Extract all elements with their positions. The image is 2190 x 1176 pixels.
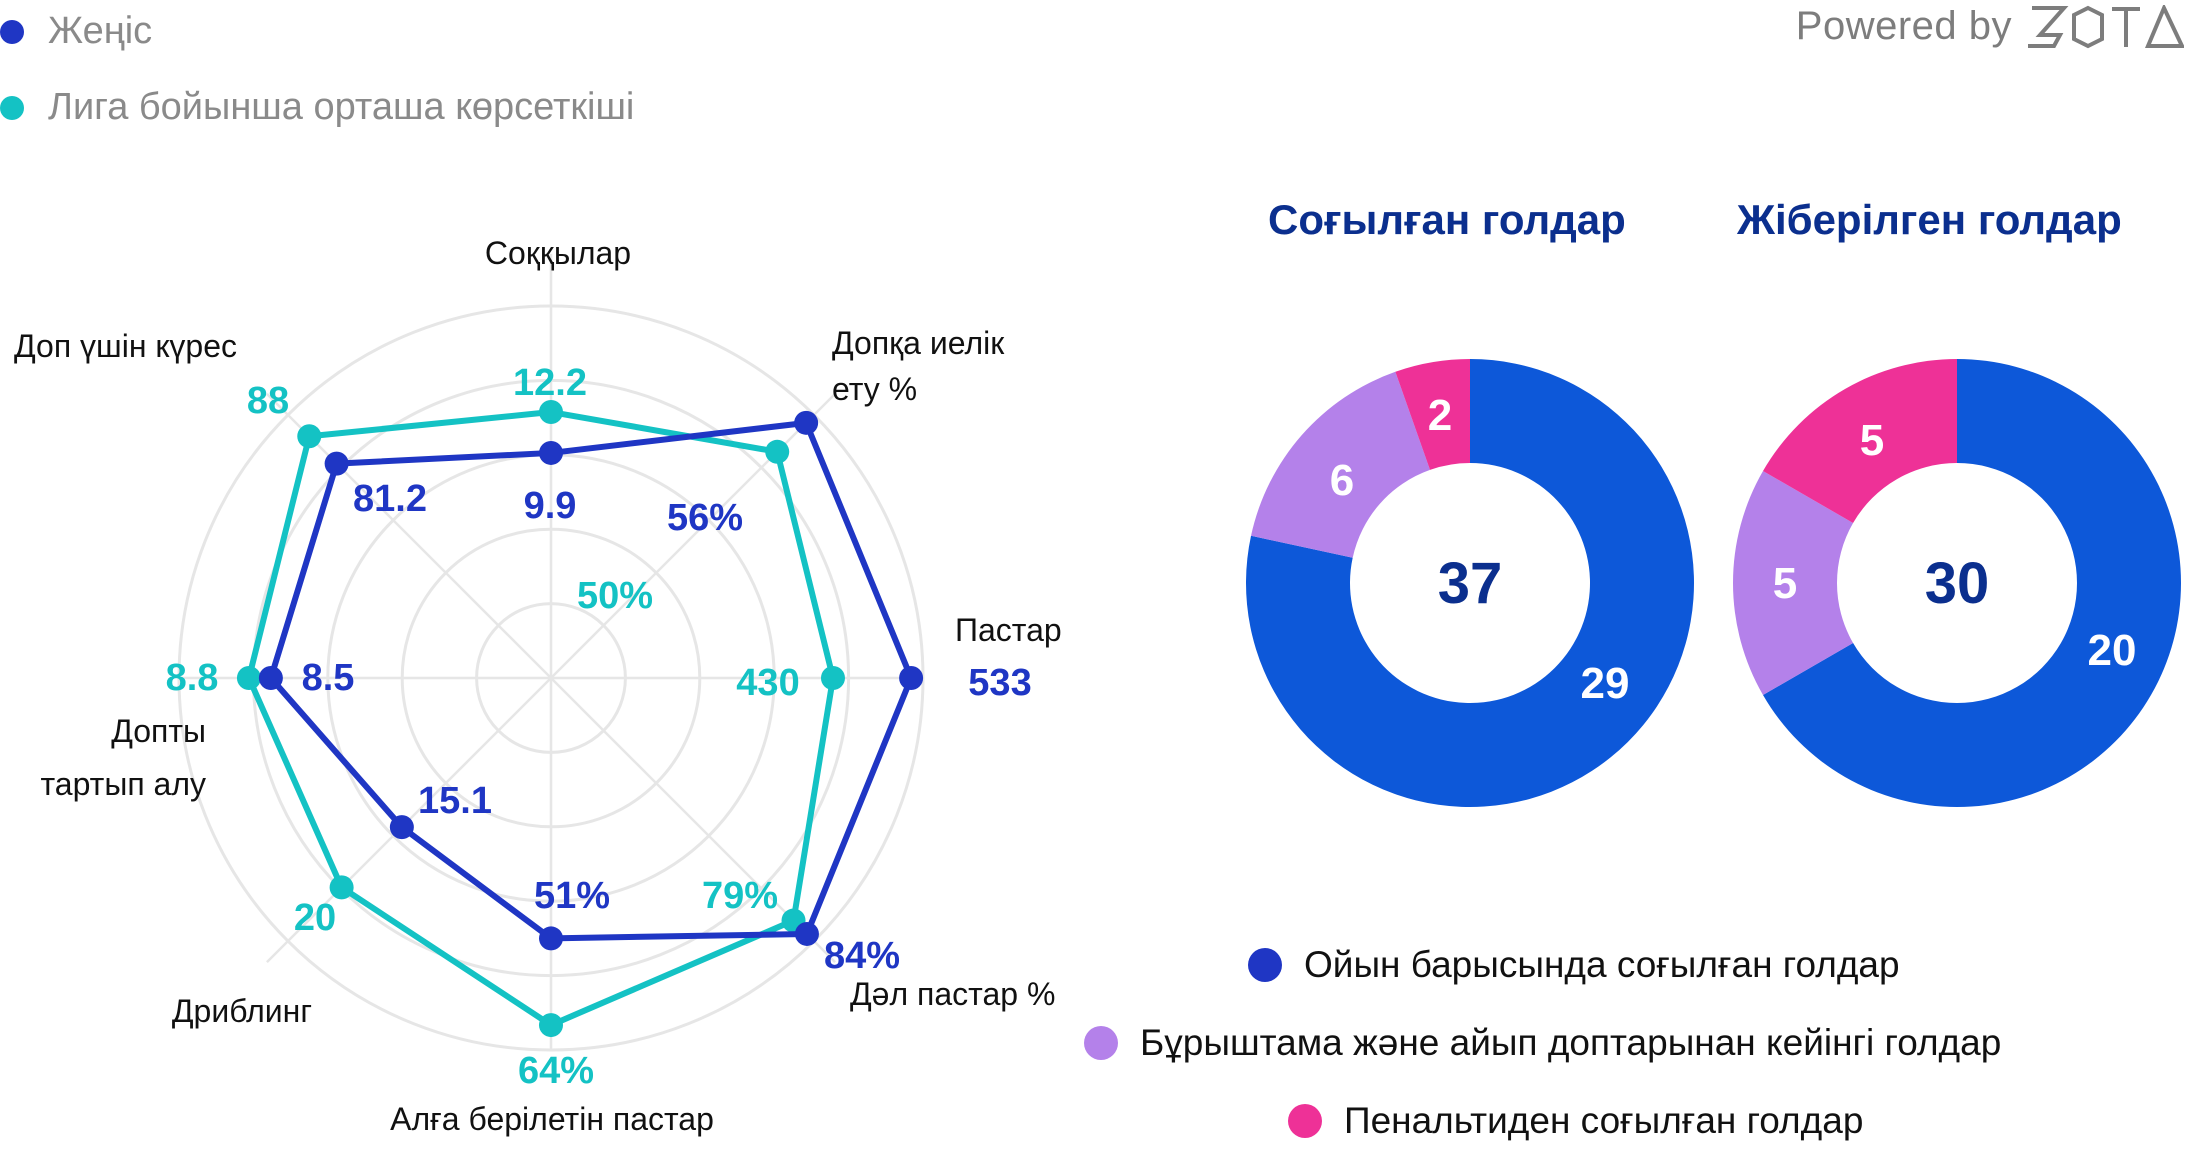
radar-value-label: 64% — [518, 1050, 594, 1092]
radar-value-label: 81.2 — [353, 478, 427, 520]
radar-axis-label: Дәл пастар % — [850, 976, 1055, 1012]
scored-goals-donut: 29 6 2 37 — [1246, 359, 1694, 807]
legend-item-set-pieces[interactable]: Бұрыштама және айып доптарынан кейінгі г… — [1084, 1022, 2001, 1064]
donut-segment[interactable] — [1733, 471, 1854, 695]
donut-segment-label: 6 — [1330, 456, 1354, 505]
radar-value-label: 430 — [736, 662, 799, 704]
radar-value-label: 533 — [968, 662, 1031, 704]
radar-labels: 9.9 56% 533 84% 51% 15.1 8.5 81.2 12.2 50% 430 79% 6… — [14, 235, 1062, 1137]
radar-point[interactable] — [899, 666, 924, 690]
radar-point[interactable] — [794, 921, 819, 946]
radar-axis-line — [550, 393, 836, 679]
legend-dot-icon — [1288, 1104, 1322, 1138]
radar-value-label: 8.5 — [302, 657, 355, 699]
radar-value-label: 8.8 — [166, 657, 219, 699]
legend-item-league[interactable]: Лига бойынша орташа көрсеткіші — [0, 86, 634, 129]
radar-value-label: 84% — [824, 935, 900, 977]
legend-label: Жеңіс — [48, 10, 153, 52]
radar-axis-label: тартып алу — [40, 766, 206, 802]
donut-segment[interactable] — [1763, 359, 2181, 807]
radar-value-label: 9.9 — [524, 485, 577, 527]
scored-goals-title: Соғылған голдар — [1268, 196, 1626, 243]
radar-value-label: 56% — [667, 497, 743, 539]
legend-dot-icon — [1248, 948, 1282, 982]
legend-dot-icon — [0, 19, 24, 44]
conceded-goals-title: Жіберілген голдар — [1737, 196, 2122, 243]
radar-series — [236, 400, 924, 1038]
radar-point[interactable] — [820, 666, 845, 690]
radar-axis-label: Дриблинг — [172, 993, 312, 1029]
radar-axis-label: Доп үшін күрес — [14, 328, 237, 364]
radar-value-label: 15.1 — [418, 780, 492, 822]
radar-point[interactable] — [539, 926, 563, 951]
radar-axis-label: ету % — [832, 371, 917, 407]
donut-segment-label: 20 — [2088, 626, 2137, 675]
conceded-goals-donut: 20 5 5 30 — [1733, 359, 2181, 807]
radar-value-label: 20 — [294, 897, 336, 939]
radar-value-label: 79% — [702, 875, 778, 917]
legend-label: Лига бойынша орташа көрсеткіші — [48, 86, 635, 128]
legend-dot-icon — [1084, 1026, 1118, 1060]
powered-by: Powered by — [1796, 4, 2184, 49]
radar-point[interactable] — [297, 424, 322, 449]
donut-total: 30 — [1925, 551, 1990, 616]
legend-label: Ойын барысында соғылған голдар — [1304, 944, 1900, 985]
radar-axis-label: Допты — [111, 713, 206, 749]
legend-item-team[interactable]: Жеңіс — [0, 10, 152, 53]
donut-segment[interactable] — [1395, 359, 1470, 470]
donut-segment[interactable] — [1763, 359, 1957, 523]
donut-segment[interactable] — [1251, 371, 1431, 558]
radar-point[interactable] — [258, 666, 283, 690]
radar-point[interactable] — [329, 875, 354, 900]
radar-chart: 9.9 56% 533 84% 51% 15.1 8.5 81.2 12.2 50% 430 79% 6… — [14, 235, 1062, 1137]
legend-label: Пенальтиден соғылған голдар — [1344, 1100, 1864, 1141]
radar-point[interactable] — [539, 440, 563, 465]
radar-grid — [177, 253, 925, 1052]
radar-value-label: 88 — [247, 380, 289, 422]
donut-segment-label: 5 — [1773, 559, 1797, 608]
radar-point[interactable] — [794, 410, 819, 435]
radar-point[interactable] — [765, 439, 790, 464]
radar-axis-label: Соққылар — [485, 235, 631, 271]
powered-by-text: Powered by — [1795, 4, 2012, 48]
radar-point[interactable] — [539, 400, 563, 425]
radar-value-label: 51% — [534, 875, 610, 917]
donut-segment-label: 2 — [1428, 391, 1452, 440]
radar-point[interactable] — [236, 666, 261, 690]
sota-logo-icon — [2028, 4, 2184, 48]
radar-point[interactable] — [539, 1013, 563, 1038]
radar-axis-label: Пастар — [955, 612, 1062, 648]
legend-label: Бұрыштама және айып доптарынан кейінгі г… — [1140, 1022, 2002, 1063]
donut-segment-label: 5 — [1860, 416, 1884, 465]
radar-point[interactable] — [324, 451, 349, 476]
radar-axis-label: Алға берілетін пастар — [390, 1101, 714, 1137]
legend-item-penalties[interactable]: Пенальтиден соғылған голдар — [1288, 1100, 1863, 1142]
radar-value-label: 50% — [577, 575, 653, 617]
radar-axis-label: Допқа иелік — [832, 325, 1005, 361]
radar-value-label: 12.2 — [513, 362, 587, 404]
legend-dot-icon — [0, 95, 24, 120]
legend-item-open-play[interactable]: Ойын барысында соғылған голдар — [1248, 944, 1900, 986]
donut-segment-label: 29 — [1581, 659, 1630, 708]
donut-total: 37 — [1438, 551, 1503, 616]
radar-point[interactable] — [389, 815, 414, 840]
donut-segment[interactable] — [1246, 359, 1694, 807]
